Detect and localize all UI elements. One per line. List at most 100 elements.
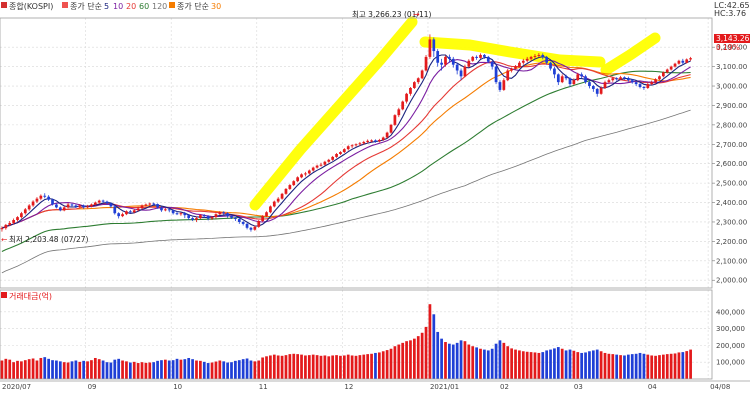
candle-body (658, 76, 661, 80)
candle-body (486, 56, 490, 62)
candle-body (167, 209, 171, 211)
candle-body (346, 146, 350, 150)
candle-body (265, 212, 268, 217)
candle-body (381, 137, 385, 141)
volume-bar (183, 359, 187, 379)
current-price: 3,143.26 (716, 34, 750, 43)
candle-body (401, 101, 405, 110)
candle-body (603, 82, 607, 88)
candle-body (269, 206, 272, 213)
volume-bar (393, 346, 397, 379)
volume-bar (374, 352, 377, 379)
candle-body (319, 164, 323, 166)
price-tick-label: 2,500.00 (716, 180, 747, 188)
volume-bar (288, 354, 292, 379)
volume-bar (669, 353, 673, 379)
candle-body (623, 77, 626, 79)
candle-body (502, 80, 506, 90)
low-arrow: ← (1, 235, 7, 244)
volume-bar (436, 331, 440, 379)
volume-bar (272, 354, 276, 379)
volume-bar (245, 358, 249, 379)
volume-bar (463, 341, 467, 379)
volume-bar (483, 349, 486, 379)
axes: 2,000.00 2,100.00 2,200.00 2,300.00 2,400.00… (0, 17, 750, 391)
volume-bar (276, 355, 280, 379)
volume-bar (339, 355, 342, 379)
volume-bar (269, 355, 272, 379)
ma-120-label: 120 (152, 2, 167, 11)
candle-body (377, 140, 381, 142)
candle-body (436, 51, 440, 63)
candle-body (412, 82, 416, 88)
candle-body (140, 205, 144, 209)
candle-body (451, 58, 455, 65)
candle-body (510, 68, 513, 71)
candle-body (389, 124, 393, 133)
candle-body (253, 226, 257, 230)
ma-120-line (1, 109, 691, 274)
candle-body (416, 78, 420, 83)
volume-bar (58, 361, 62, 379)
candle-body (393, 115, 397, 125)
candlesticks (0, 34, 692, 232)
candle-body (191, 218, 194, 220)
date-tick-label: 12 (344, 383, 353, 391)
volume-bar (167, 360, 171, 379)
candle-body (8, 222, 12, 225)
candle-body (455, 64, 459, 71)
ma-5-label: 5 (104, 2, 109, 11)
volume-bar (572, 350, 576, 379)
volume-bar (284, 355, 288, 379)
volume-bar (549, 349, 552, 379)
candle-body (588, 82, 591, 87)
volume-bar (638, 352, 642, 379)
volume-bar (210, 362, 214, 379)
candle-body (23, 209, 27, 214)
volume-bar (132, 361, 136, 379)
volume-bar (307, 355, 311, 379)
lc-indicator: LC:42.65 (714, 1, 750, 10)
volume-bar (350, 355, 354, 379)
volume-bar (191, 359, 194, 379)
ma-legend-swatch (62, 2, 68, 8)
volume-bar (156, 360, 159, 379)
volume-bar (323, 355, 327, 379)
legend: 종합(KOSPI) 종가 단순 5 10 20 60 120 종가 단순 30 (1, 1, 221, 11)
volume-bar (642, 353, 646, 379)
volume-bar (397, 344, 401, 379)
ma-60-line (1, 70, 691, 252)
candle-body (288, 185, 292, 189)
candle-body (109, 203, 113, 207)
candle-body (156, 204, 159, 208)
volume-bar (335, 355, 338, 379)
candle-body (342, 149, 346, 153)
price-tick-label: 2,200.00 (716, 238, 747, 246)
candle-body (595, 88, 599, 94)
price-tick-label: 2,400.00 (716, 199, 747, 207)
volume-bar (502, 342, 506, 379)
volume-bar (117, 358, 121, 379)
candle-body (280, 193, 284, 199)
volume-bar (634, 353, 638, 379)
volume-bar (257, 360, 261, 379)
volume-bar (432, 314, 436, 379)
volume-bar (311, 354, 315, 379)
volume-bar (78, 361, 82, 379)
candle-body (304, 173, 307, 175)
volume-tick-label: 300,000 (716, 325, 745, 333)
volume-bar (588, 351, 591, 379)
price-tick-label: 2,900.00 (716, 102, 747, 110)
volume-bar (646, 354, 650, 379)
candle-body (479, 54, 482, 58)
candle-body (362, 141, 366, 144)
candle-body (626, 78, 630, 81)
candle-body (611, 78, 615, 81)
candle-body (16, 217, 19, 221)
price-tick-label: 3,200.00 (716, 44, 747, 52)
ma2-legend-swatch (169, 2, 175, 8)
candle-body (576, 74, 580, 81)
volume-bar (358, 355, 362, 379)
volume-bar (109, 362, 113, 379)
